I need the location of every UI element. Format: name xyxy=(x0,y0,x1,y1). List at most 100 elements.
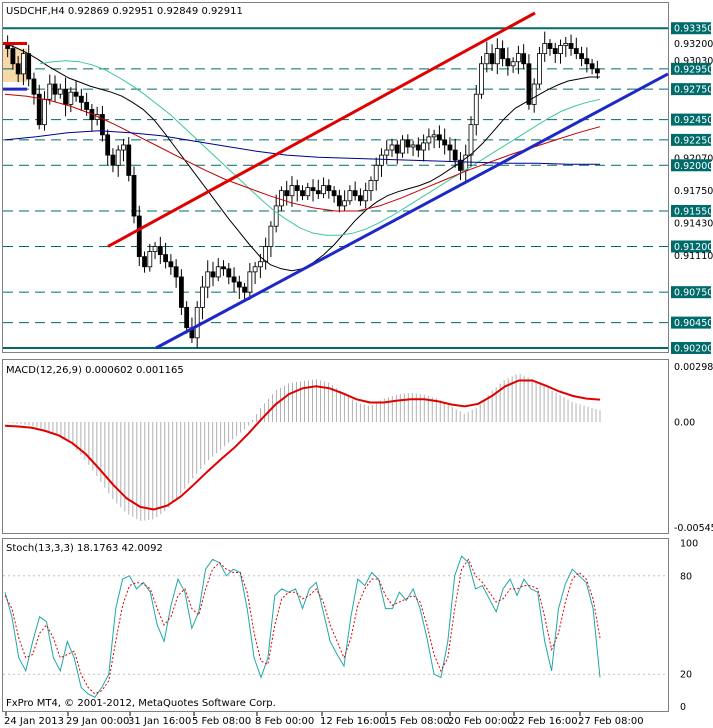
candle-body xyxy=(494,48,500,65)
candle-body xyxy=(279,190,284,207)
candle-body xyxy=(147,251,153,268)
main-panel-frame xyxy=(2,2,669,353)
candle-body xyxy=(226,268,232,278)
moving-average-line xyxy=(39,60,601,236)
price-label-box xyxy=(671,316,711,329)
candle-body xyxy=(421,142,427,151)
candle-body xyxy=(236,281,242,288)
candle-body xyxy=(384,149,390,156)
candle-body xyxy=(47,83,53,100)
stoch-tick-label: 100 xyxy=(680,539,698,550)
price-label-box xyxy=(671,204,711,217)
candle-body xyxy=(173,266,179,278)
candle-body xyxy=(594,68,600,74)
candle-body xyxy=(231,276,237,283)
candle-body xyxy=(526,63,532,105)
time-tick-label: 29 Jan 00:00 xyxy=(66,716,129,727)
candle-body xyxy=(342,200,348,207)
candle-body xyxy=(315,190,321,195)
price-label-box xyxy=(671,159,711,172)
candle-body xyxy=(373,164,379,181)
price-tick-label: 0.93030 xyxy=(674,56,713,67)
price-tick-label: 0.91430 xyxy=(674,219,713,230)
price-label-box xyxy=(671,113,711,126)
price-label-box xyxy=(671,286,711,299)
candle-body xyxy=(42,98,47,126)
candle-body xyxy=(542,43,548,55)
candle-body xyxy=(437,134,442,141)
time-tick-label: 8 Feb 00:00 xyxy=(255,716,314,727)
candle-body xyxy=(57,88,63,95)
candle-body xyxy=(305,187,311,197)
main-chart-title: USDCHF,H4 0.92869 0.92951 0.92849 0.9291… xyxy=(6,6,243,17)
price-tick-label: 0.91200 xyxy=(674,242,713,253)
candle-body xyxy=(515,53,521,63)
candle-body xyxy=(563,43,569,46)
price-tick-label: 0.92450 xyxy=(674,115,713,126)
candle-body xyxy=(273,205,279,227)
candle-body xyxy=(142,256,147,268)
price-tick-label: 0.90750 xyxy=(674,288,713,299)
candle-body xyxy=(221,266,226,270)
price-tick-label: 0.92070 xyxy=(674,154,713,165)
time-tick-label: 24 Jan 2013 xyxy=(4,716,64,727)
stoch-line xyxy=(4,555,601,698)
candle-body xyxy=(379,154,384,166)
candle-body xyxy=(289,185,295,197)
candle-body xyxy=(568,43,574,49)
stoch-panel-frame xyxy=(2,538,669,712)
upper-channel-line xyxy=(107,11,536,248)
candle-body xyxy=(321,185,326,195)
price-label-box xyxy=(671,62,711,75)
price-tick-label: 0.90200 xyxy=(674,344,713,355)
time-tick-label: 5 Feb 08:00 xyxy=(192,716,251,727)
candle-body xyxy=(558,45,563,55)
price-tick-label: 0.92950 xyxy=(674,64,713,75)
candle-body xyxy=(26,53,32,80)
price-label-box xyxy=(671,133,711,146)
candle-body xyxy=(347,190,353,202)
candle-body xyxy=(552,48,558,55)
candle-body xyxy=(573,48,579,55)
price-tick-label: 0.91110 xyxy=(674,251,713,262)
candle-body xyxy=(100,114,105,136)
candle-body xyxy=(415,144,421,151)
candle-body xyxy=(505,58,511,67)
candle-body xyxy=(426,136,432,144)
candle-body xyxy=(336,195,342,207)
stochastic-chart xyxy=(3,555,668,698)
candle-body xyxy=(442,139,448,146)
macd-tick-label: -0.00545 xyxy=(674,523,713,534)
candle-body xyxy=(10,48,16,65)
time-tick-label: 20 Feb 00:00 xyxy=(448,716,514,727)
candle-body xyxy=(178,276,184,308)
candle-body xyxy=(110,154,116,166)
macd-chart xyxy=(4,373,601,522)
time-tick-label: 22 Feb 16:00 xyxy=(512,716,578,727)
candle-body xyxy=(78,95,84,103)
candle-body xyxy=(284,190,290,197)
price-tick-label: 0.91750 xyxy=(674,186,713,197)
price-label-box xyxy=(671,342,711,354)
lower-channel-line xyxy=(155,72,669,350)
candle-body xyxy=(458,159,463,171)
main-price-chart xyxy=(3,11,669,350)
stoch-line xyxy=(4,558,601,695)
candle-body xyxy=(389,144,395,151)
candle-body xyxy=(168,261,174,268)
candle-body xyxy=(63,88,68,105)
candle-body xyxy=(537,53,542,85)
candle-body xyxy=(452,149,458,161)
price-label-box xyxy=(671,83,711,96)
stoch-tick-label: 20 xyxy=(680,670,692,681)
price-tick-label: 0.92250 xyxy=(674,135,713,146)
candle-body xyxy=(210,271,216,278)
candle-body xyxy=(331,190,337,197)
candle-body xyxy=(405,139,411,148)
candle-body xyxy=(326,185,332,192)
candle-body xyxy=(447,144,453,151)
candle-body xyxy=(252,266,258,273)
candle-body xyxy=(547,43,553,49)
time-tick-label: 15 Feb 08:00 xyxy=(384,716,450,727)
candle-body xyxy=(358,195,363,202)
